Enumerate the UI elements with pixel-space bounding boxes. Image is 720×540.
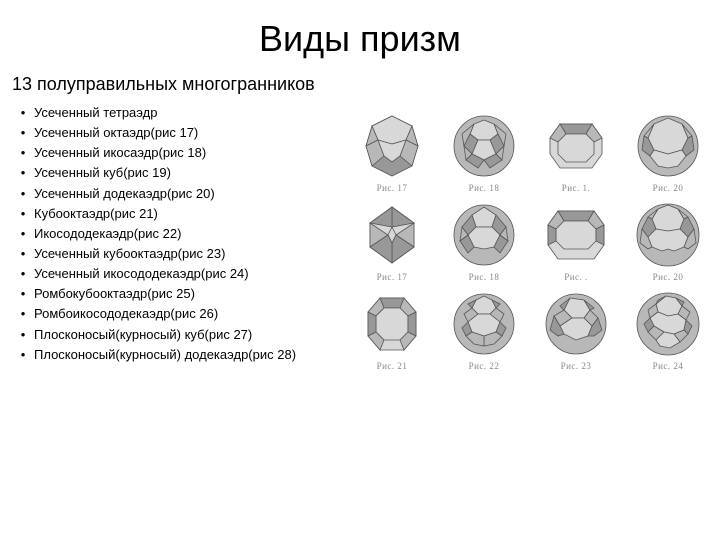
list-item-label: Икосододекаэдр(рис 22) (34, 224, 181, 244)
page-title: Виды призм (0, 0, 720, 74)
polyhedron-icon (356, 288, 428, 360)
figure-cell: Рис. 23 (534, 288, 618, 371)
list-item-label: Усеченный додекаэдр(рис 20) (34, 184, 215, 204)
polyhedron-icon (632, 288, 704, 360)
list-item-label: Усеченный тетраэдр (34, 103, 157, 123)
figure-caption: Рис. 24 (626, 361, 710, 371)
figure-cell: Рис. 17 (350, 110, 434, 193)
list-item-label: Усеченный октаэдр(рис 17) (34, 123, 198, 143)
polyhedron-icon (448, 288, 520, 360)
bullet-icon: • (12, 244, 34, 264)
figure-row: Рис. 17 Рис. 18 Рис. 1. Рис. 20 (350, 110, 710, 193)
figure-cell: Рис. . (534, 199, 618, 282)
figure-caption: Рис. 20 (626, 183, 710, 193)
bullet-icon: • (12, 184, 34, 204)
bullet-icon: • (12, 224, 34, 244)
list-item: •Ромбокубооктаэдр(рис 25) (12, 284, 340, 304)
figure-caption: Рис. 21 (350, 361, 434, 371)
polyhedron-icon (356, 199, 428, 271)
list-item-label: Усеченный икосододекаэдр(рис 24) (34, 264, 249, 284)
list-item-label: Плосконосый(курносый) куб(рис 27) (34, 325, 252, 345)
list-item-label: Усеченный куб(рис 19) (34, 163, 171, 183)
list-item: •Усеченный икосаэдр(рис 18) (12, 143, 340, 163)
list-item: •Усеченный тетраэдр (12, 103, 340, 123)
list-item: •Плосконосый(курносый) додекаэдр(рис 28) (12, 345, 340, 365)
subtitle: 13 полуправильных многогранников (0, 74, 720, 103)
bullet-icon: • (12, 143, 34, 163)
list-item: •Усеченный октаэдр(рис 17) (12, 123, 340, 143)
bullet-icon: • (12, 345, 34, 365)
list-item-label: Ромбокубооктаэдр(рис 25) (34, 284, 195, 304)
figure-cell: Рис. 20 (626, 110, 710, 193)
figure-cell: Рис. 24 (626, 288, 710, 371)
figure-caption: Рис. . (534, 272, 618, 282)
list-item: •Усеченный додекаэдр(рис 20) (12, 184, 340, 204)
polyhedron-icon (540, 110, 612, 182)
list-item: •Плосконосый(курносый) куб(рис 27) (12, 325, 340, 345)
list-item-label: Плосконосый(курносый) додекаэдр(рис 28) (34, 345, 296, 365)
bullet-icon: • (12, 264, 34, 284)
figure-cell: Рис. 1. (534, 110, 618, 193)
figure-caption: Рис. 17 (350, 183, 434, 193)
bullet-icon: • (12, 103, 34, 123)
list-item: •Усеченный куб(рис 19) (12, 163, 340, 183)
bullet-icon: • (12, 304, 34, 324)
polyhedron-icon (448, 199, 520, 271)
figure-cell: Рис. 18 (442, 110, 526, 193)
figure-grid: Рис. 17Рис. 18Рис. 1.Рис. 20Рис. 17Рис. … (350, 110, 710, 377)
polyhedron-icon (540, 199, 612, 271)
figure-row: Рис. 21 Рис. 22 Рис. 23 Рис. 24 (350, 288, 710, 371)
bullet-icon: • (12, 204, 34, 224)
list-item-label: Усеченный кубооктаэдр(рис 23) (34, 244, 225, 264)
figure-caption: Рис. 23 (534, 361, 618, 371)
bullet-icon: • (12, 123, 34, 143)
figure-cell: Рис. 17 (350, 199, 434, 282)
figure-cell: Рис. 18 (442, 199, 526, 282)
list-item: •Усеченный кубооктаэдр(рис 23) (12, 244, 340, 264)
figure-caption: Рис. 22 (442, 361, 526, 371)
figure-cell: Рис. 20 (626, 199, 710, 282)
list-item-label: Кубооктаэдр(рис 21) (34, 204, 158, 224)
list-item: •Икосододекаэдр(рис 22) (12, 224, 340, 244)
polyhedron-icon (356, 110, 428, 182)
list-item: •Кубооктаэдр(рис 21) (12, 204, 340, 224)
figure-cell: Рис. 21 (350, 288, 434, 371)
polyhedron-icon (632, 199, 704, 271)
list-item: •Усеченный икосододекаэдр(рис 24) (12, 264, 340, 284)
bullet-icon: • (12, 284, 34, 304)
polyhedron-icon (540, 288, 612, 360)
polyhedron-icon (448, 110, 520, 182)
list-item-label: Усеченный икосаэдр(рис 18) (34, 143, 206, 163)
figure-caption: Рис. 18 (442, 272, 526, 282)
list-item: •Ромбоикосододекаэдр(рис 26) (12, 304, 340, 324)
figure-row: Рис. 17 Рис. 18 Рис. . Рис. 20 (350, 199, 710, 282)
polyhedron-icon (632, 110, 704, 182)
figure-caption: Рис. 1. (534, 183, 618, 193)
figure-caption: Рис. 18 (442, 183, 526, 193)
item-list: •Усеченный тетраэдр•Усеченный октаэдр(ри… (0, 103, 340, 365)
figure-caption: Рис. 17 (350, 272, 434, 282)
bullet-icon: • (12, 325, 34, 345)
figure-cell: Рис. 22 (442, 288, 526, 371)
bullet-icon: • (12, 163, 34, 183)
list-item-label: Ромбоикосододекаэдр(рис 26) (34, 304, 218, 324)
figure-caption: Рис. 20 (626, 272, 710, 282)
